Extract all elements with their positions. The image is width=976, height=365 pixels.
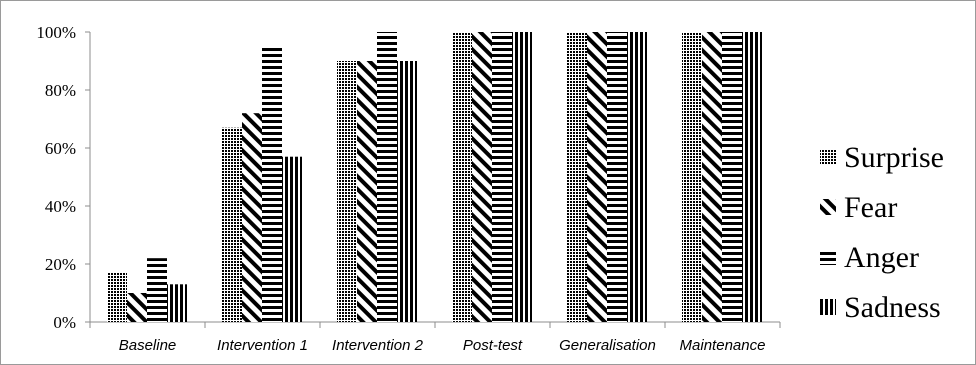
legend-swatch-fear: [820, 199, 836, 215]
legend-label-sadness: Sadness: [844, 291, 941, 324]
x-tick-label: Intervention 1: [217, 337, 308, 354]
bar-fear-generalisation: [587, 32, 607, 322]
x-tick-label: Maintenance: [680, 337, 766, 354]
y-tick-label: 20%: [45, 255, 76, 274]
y-tick-label: 60%: [45, 139, 76, 158]
bar-surprise-maintenance: [682, 32, 702, 322]
legend-swatch-anger: [820, 249, 836, 265]
y-tick-label: 80%: [45, 81, 76, 100]
x-tick-label: Baseline: [119, 337, 177, 354]
bar-surprise-generalisation: [567, 32, 587, 322]
bar-sadness-intervention-2: [397, 61, 417, 322]
bar-fear-baseline: [127, 293, 147, 322]
bar-sadness-maintenance: [742, 32, 762, 322]
x-tick-label: Generalisation: [559, 337, 656, 354]
bar-sadness-baseline: [167, 284, 187, 322]
bar-surprise-post-test: [452, 32, 472, 322]
bar-sadness-post-test: [512, 32, 532, 322]
y-tick-label: 40%: [45, 197, 76, 216]
chart-axes: [85, 31, 781, 328]
legend-swatch-surprise: [820, 149, 836, 165]
bar-anger-maintenance: [722, 32, 742, 322]
chart-legend: Surprise Fear Anger Sadness: [820, 141, 944, 324]
bar-fear-intervention-2: [357, 61, 377, 322]
bar-anger-generalisation: [607, 32, 627, 322]
bar-fear-intervention-1: [242, 113, 262, 322]
bar-sadness-generalisation: [627, 32, 647, 322]
bar-surprise-baseline: [107, 272, 127, 322]
bar-fear-maintenance: [702, 32, 722, 322]
chart-bars: [107, 32, 762, 322]
y-tick-label: 0%: [53, 313, 76, 332]
x-tick-label: Intervention 2: [332, 337, 424, 354]
bar-anger-intervention-1: [262, 46, 282, 322]
legend-label-fear: Fear: [844, 191, 897, 224]
bar-surprise-intervention-2: [337, 61, 357, 322]
x-axis-labels: Baseline Intervention 1 Intervention 2 Post…: [119, 337, 766, 354]
y-tick-label: 100%: [36, 23, 76, 42]
bar-sadness-intervention-1: [282, 156, 302, 322]
legend-label-surprise: Surprise: [844, 141, 944, 174]
y-axis-labels: 0% 20% 40% 60% 80% 100%: [36, 23, 76, 332]
bar-surprise-intervention-1: [222, 127, 242, 322]
bar-anger-baseline: [147, 258, 167, 322]
bar-fear-post-test: [472, 32, 492, 322]
x-tick-label: Post-test: [463, 337, 523, 354]
bar-anger-intervention-2: [377, 32, 397, 322]
legend-swatch-sadness: [820, 299, 836, 315]
legend-label-anger: Anger: [844, 241, 919, 274]
bar-anger-post-test: [492, 32, 512, 322]
